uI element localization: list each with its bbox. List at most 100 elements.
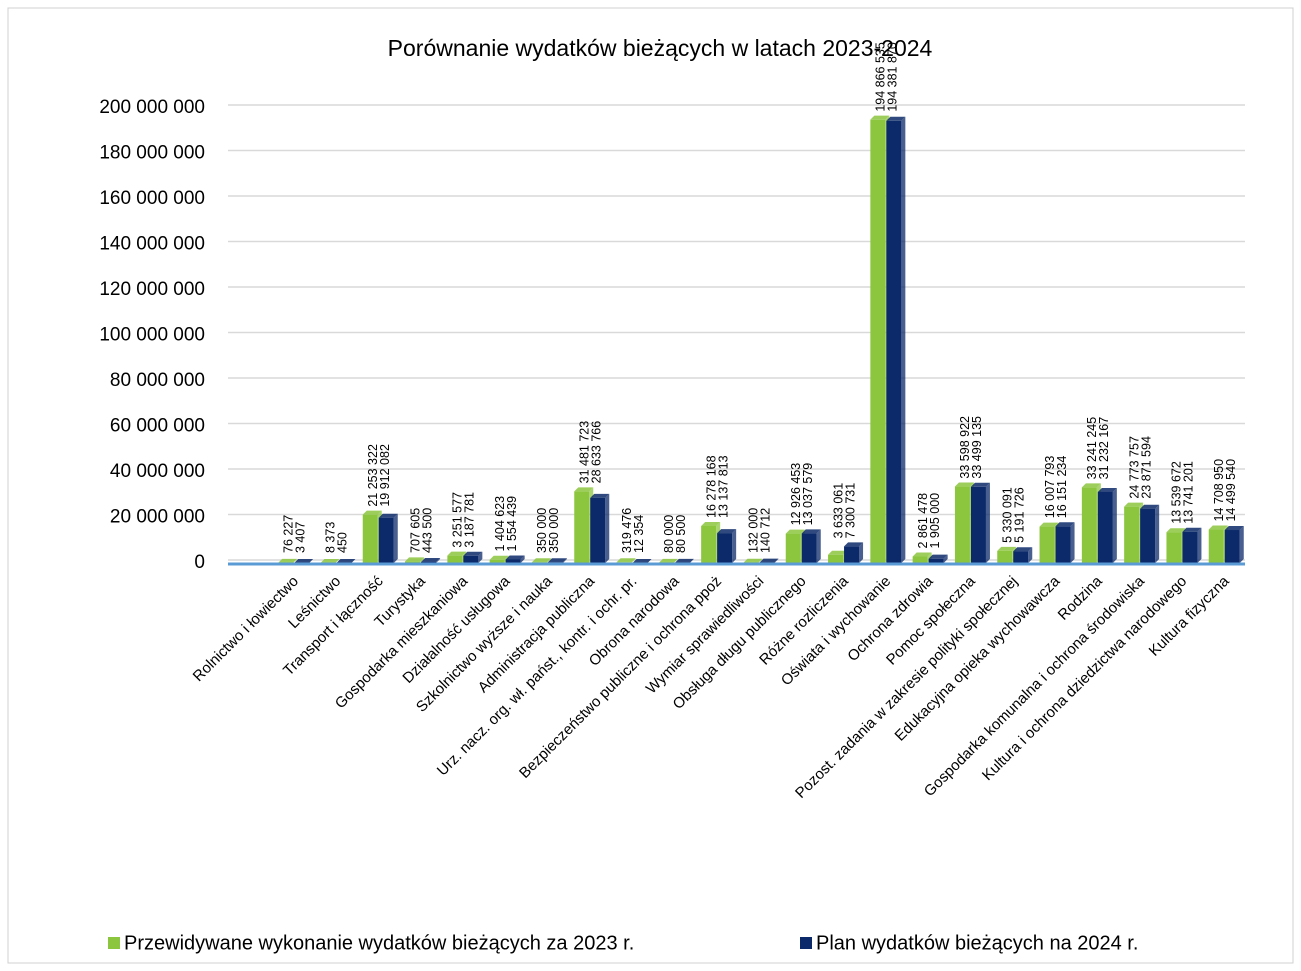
bar-top — [674, 558, 694, 563]
bar-top — [1055, 522, 1075, 527]
bar-top — [1081, 483, 1101, 488]
data-label: 3 407 — [293, 522, 307, 553]
data-label: 31 232 167 — [1097, 417, 1111, 480]
bar-side — [647, 558, 652, 563]
bar — [463, 555, 479, 563]
bar-top — [463, 551, 483, 556]
bar-side — [1155, 504, 1160, 563]
bar — [1208, 529, 1224, 563]
bar-top — [1140, 504, 1160, 509]
legend-label: Plan wydatków bieżących na 2024 r. — [816, 932, 1138, 954]
bar-side — [420, 557, 425, 563]
bar — [447, 555, 463, 563]
data-label: 1 905 000 — [928, 493, 942, 549]
data-label: 33 499 135 — [970, 416, 984, 479]
bar-top — [886, 116, 906, 121]
bar — [421, 561, 437, 563]
bar-side — [605, 493, 610, 563]
bar — [1039, 526, 1055, 563]
bar-top — [759, 558, 779, 563]
bar-top — [801, 529, 821, 534]
bar-side — [393, 513, 398, 563]
bar — [785, 533, 801, 563]
bar-top — [447, 551, 467, 556]
data-label: 194 381 870 — [886, 42, 900, 112]
legend-label: Przewidywane wykonanie wydatków bieżącyc… — [124, 932, 634, 954]
bar — [1055, 526, 1071, 563]
data-label: 14 499 540 — [1224, 459, 1238, 522]
bar-side — [673, 558, 678, 563]
data-label: 21 253 322 — [366, 444, 380, 507]
data-label: 5 191 726 — [1013, 487, 1027, 543]
bar-top — [701, 521, 721, 526]
bar-side — [774, 558, 779, 563]
bar — [970, 486, 986, 563]
bar-side — [335, 558, 340, 563]
bar-side — [1197, 527, 1202, 563]
y-tick-label: 100 000 000 — [99, 325, 205, 346]
chart-title: Porównanie wydatków bieżących w latach 2… — [388, 35, 933, 61]
y-tick-label: 20 000 000 — [110, 507, 205, 528]
bar-side — [816, 529, 821, 563]
bar-top — [1097, 487, 1117, 492]
bar — [717, 533, 733, 563]
bar-top — [1224, 526, 1244, 531]
legend-swatch — [108, 937, 120, 949]
data-label: 12 354 — [632, 515, 646, 553]
data-label: 443 500 — [420, 508, 434, 553]
data-label: 80 500 — [674, 515, 688, 553]
bar-top — [405, 557, 425, 562]
data-label: 76 227 — [281, 515, 295, 553]
bar-side — [309, 558, 314, 563]
bar-top — [1166, 528, 1186, 533]
bar-side — [689, 558, 694, 563]
data-label: 23 871 594 — [1139, 436, 1153, 499]
bar — [1224, 530, 1240, 563]
data-label: 13 539 672 — [1170, 461, 1184, 524]
bar — [362, 514, 378, 563]
bar — [590, 497, 606, 563]
bar-top — [320, 558, 340, 563]
bar-top — [844, 542, 864, 547]
data-label: 33 241 245 — [1085, 417, 1099, 480]
bar-top — [378, 513, 398, 518]
bar-top — [785, 529, 805, 534]
data-label: 194 866 535 — [874, 42, 888, 112]
bar-side — [436, 557, 441, 563]
bar-top — [362, 510, 382, 515]
bar-side — [546, 558, 551, 563]
y-tick-label: 120 000 000 — [99, 279, 205, 300]
bar — [844, 546, 860, 563]
bar-top — [294, 558, 314, 563]
bar-top — [954, 482, 974, 487]
data-label: 3 633 061 — [831, 483, 845, 539]
data-label: 350 000 — [535, 508, 549, 553]
data-label: 132 000 — [747, 508, 761, 553]
bar — [378, 517, 394, 563]
bar-top — [531, 558, 551, 563]
bar — [1166, 532, 1182, 563]
bar — [489, 559, 505, 563]
data-label: 13 137 813 — [716, 455, 730, 518]
bar-side — [351, 558, 356, 563]
data-label: 33 598 922 — [958, 416, 972, 479]
bar — [405, 561, 421, 563]
bar-top — [743, 558, 763, 563]
bar — [870, 119, 886, 563]
bar-side — [293, 558, 298, 563]
bar-side — [985, 482, 990, 563]
bar-top — [928, 554, 948, 559]
y-tick-label: 40 000 000 — [110, 461, 205, 482]
data-label: 3 187 781 — [463, 492, 477, 548]
chart-frame — [7, 7, 1294, 964]
data-label: 1 404 623 — [493, 496, 507, 552]
data-label: 450 — [336, 532, 350, 553]
y-tick-label: 180 000 000 — [99, 143, 205, 164]
data-label: 28 633 766 — [590, 421, 604, 484]
bar — [997, 550, 1013, 563]
bar-side — [859, 542, 864, 563]
bar-top — [1039, 522, 1059, 527]
bar — [701, 525, 717, 563]
bar-top — [1013, 547, 1033, 552]
